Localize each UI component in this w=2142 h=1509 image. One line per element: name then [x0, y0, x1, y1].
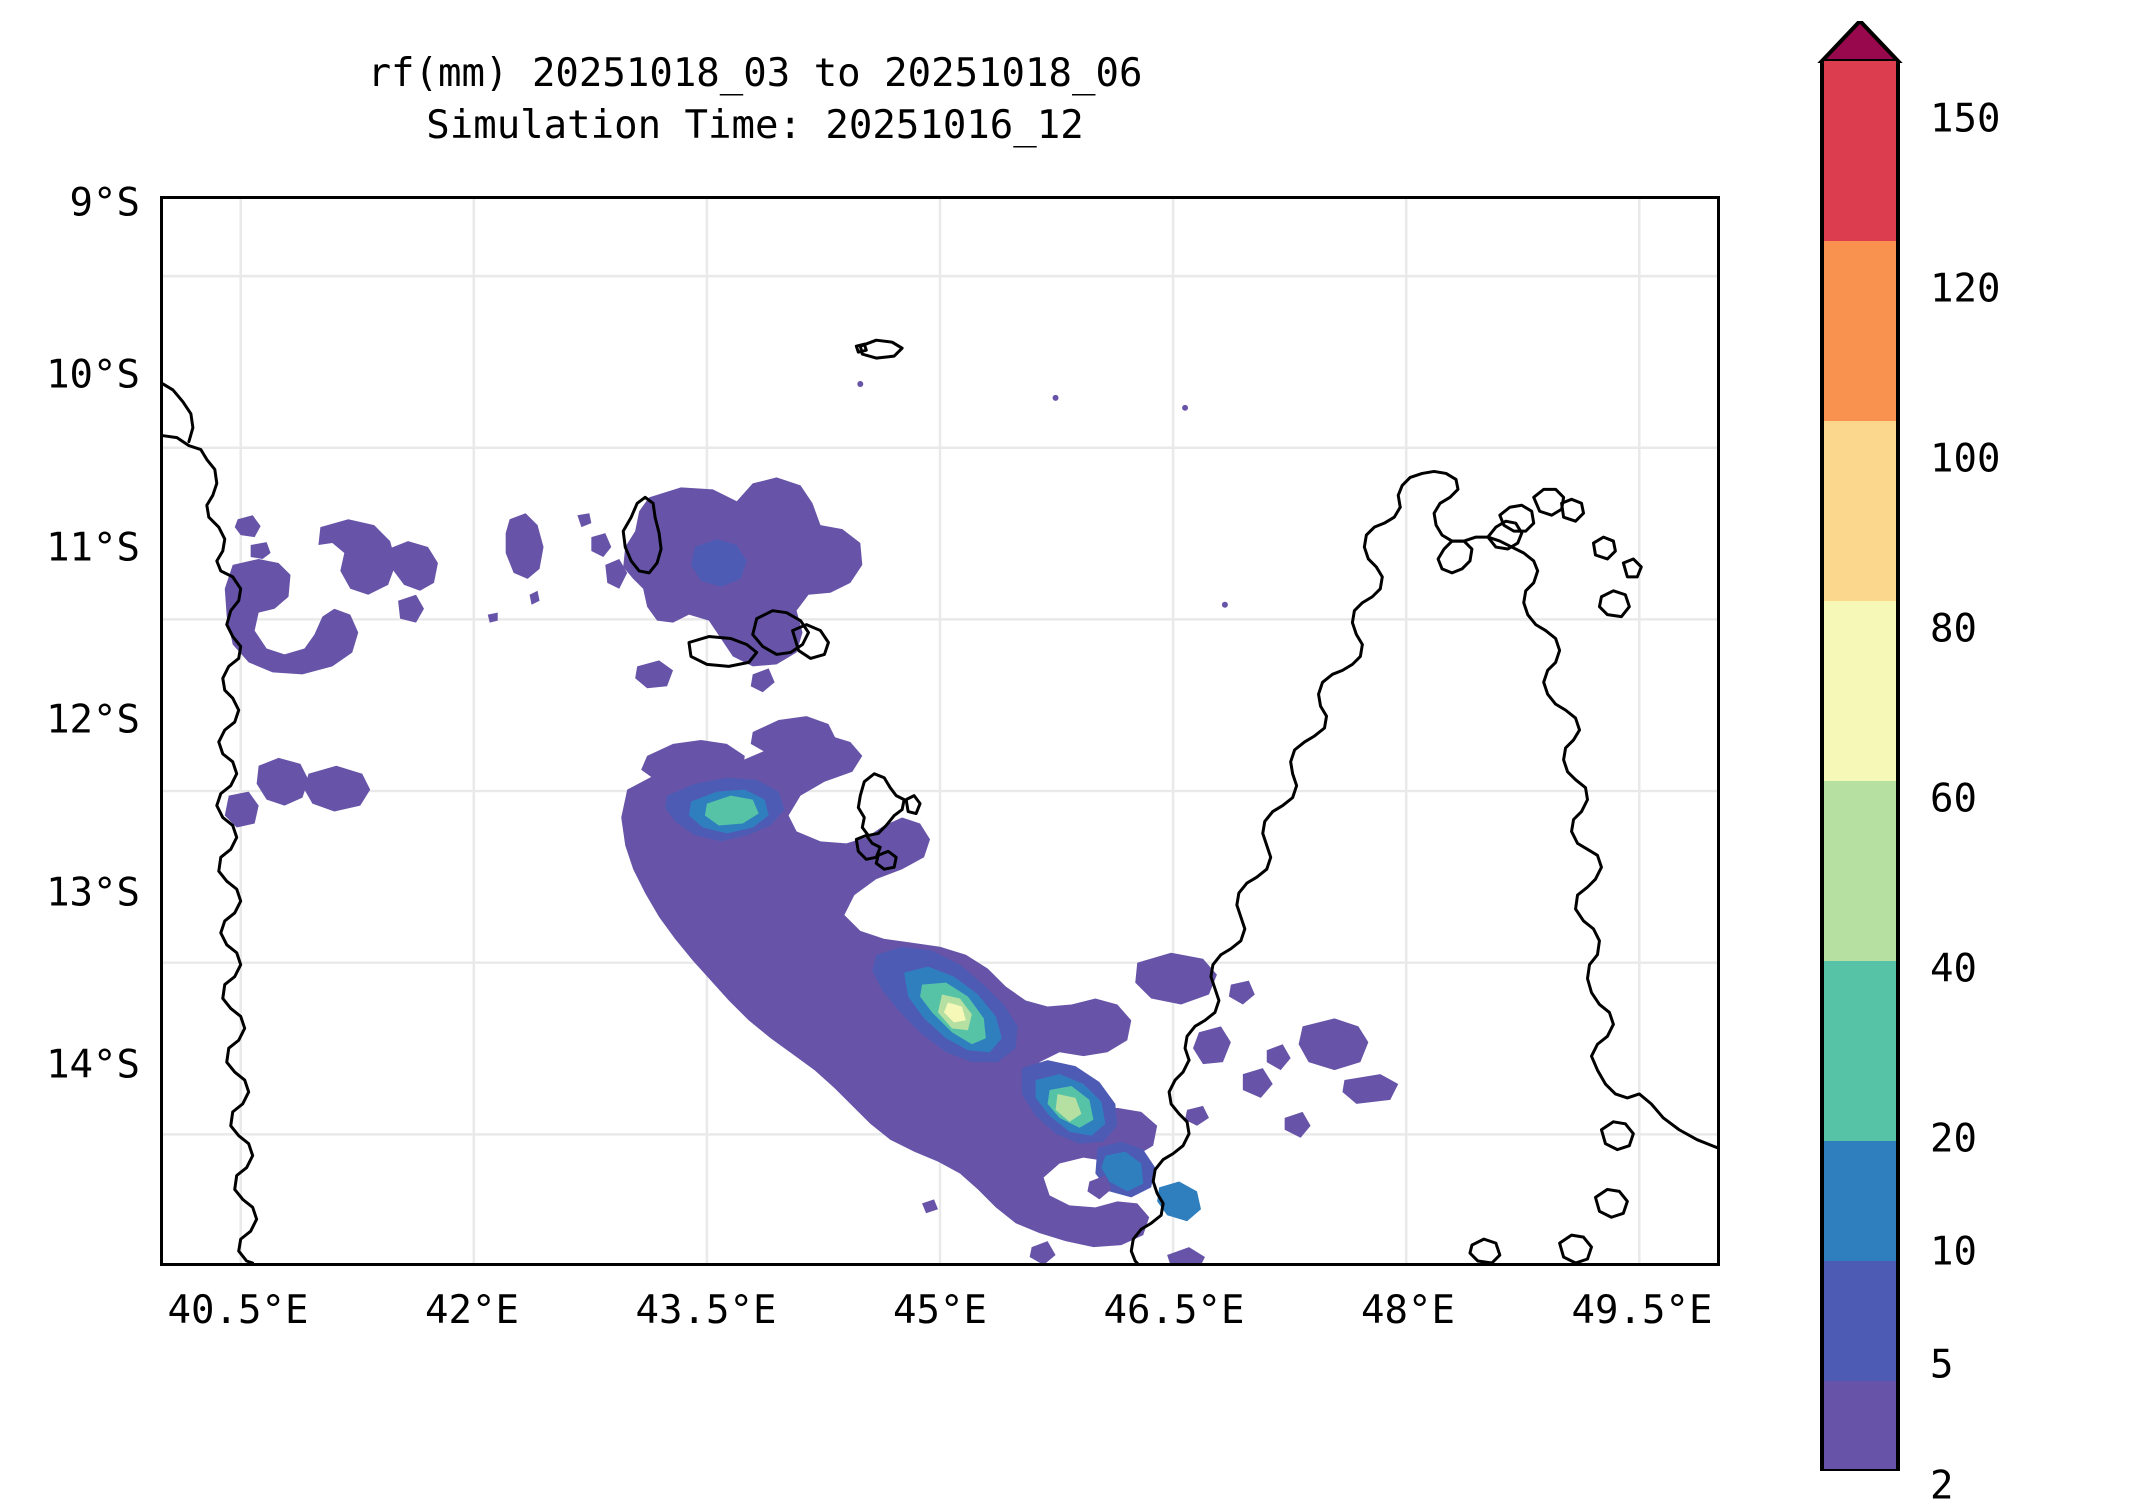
- ytick-text-5: 14°S: [46, 1042, 140, 1088]
- title-line-simulation-time: Simulation Time: 20251016_12: [426, 103, 1084, 148]
- rain-region-southern-mozambique-patch: [224, 757, 371, 828]
- xtick-label-4: 46.5°E: [1103, 1288, 1245, 1333]
- rain-region-scattered-cells-46E: [922, 952, 1399, 1263]
- island-madagascar-offshore: [1468, 1187, 1629, 1263]
- colorbar-band-10-20: [1822, 1141, 1898, 1261]
- island-aldabra-group: [854, 338, 904, 360]
- colorbar-ticklabel-20: 20: [1930, 1116, 1977, 1162]
- colorbar-ticklabel-40: 40: [1930, 946, 1977, 992]
- colorbar-extend-arrow: [1817, 21, 1903, 63]
- title-line-variable-period: rf(mm) 20251018_03 to 20251018_06: [367, 51, 1143, 96]
- ytick-text-3: 12°S: [46, 697, 140, 743]
- colorbar-ticklabel-10: 10: [1930, 1229, 1977, 1275]
- xtick-label-6: 49.5°E: [1571, 1288, 1713, 1333]
- rain-speck-cells: [749, 380, 1228, 608]
- colorbar-band-40-60: [1822, 781, 1898, 961]
- colorbar-outline: [1820, 61, 1900, 1471]
- colorbar-band-2-5: [1822, 1381, 1898, 1471]
- colorbar-band-5-10: [1822, 1261, 1898, 1381]
- island-comoros-mayotte: [854, 772, 922, 871]
- coastline-mozambique: [163, 382, 259, 1263]
- xtick-label-2: 43.5°E: [635, 1288, 777, 1333]
- colorbar-ticklabel-2: 2: [1930, 1463, 1954, 1509]
- rain-region-comoros-cluster: [623, 477, 863, 693]
- ytick-text-2: 11°S: [46, 525, 140, 571]
- map-axes[interactable]: [160, 196, 1720, 1266]
- colorbar-ticklabel-60: 60: [1930, 776, 1977, 822]
- colorbar-ticklabel-120: 120: [1930, 266, 2001, 312]
- colorbar-band-60-80: [1822, 601, 1898, 781]
- ytick-text-4: 13°S: [46, 870, 140, 916]
- rain-contour-60-80mm: [938, 994, 1082, 1122]
- colorbar-ticklabel-80: 80: [1930, 606, 1977, 652]
- colorbar-ticklabel-5: 5: [1930, 1342, 1954, 1388]
- coastline-madagascar: [1129, 469, 1717, 1263]
- xtick-label-1: 42°E: [425, 1288, 519, 1333]
- figure-title: rf(mm) 20251018_03 to 20251018_06 Simula…: [160, 48, 1350, 152]
- colorbar-gradient[interactable]: [1796, 21, 1924, 1471]
- island-comoros-anjouan: [751, 609, 830, 660]
- xtick-label-3: 45°E: [893, 1288, 987, 1333]
- rain-region-northern-mozambique-coastal-band: [224, 515, 438, 675]
- colorbar[interactable]: [1817, 21, 1903, 1471]
- ytick-text-1: 10°S: [46, 352, 140, 398]
- colorbar-ticklabel-100: 100: [1930, 436, 2001, 482]
- xtick-label-5: 48°E: [1361, 1288, 1455, 1333]
- colorbar-band-120-150: [1822, 61, 1898, 241]
- colorbar-band-100-120: [1822, 241, 1898, 421]
- colorbar-band-20-40: [1822, 961, 1898, 1141]
- ytick-text-0: 9°S: [69, 180, 140, 226]
- island-comoros-grande-comore: [621, 495, 663, 575]
- xtick-label-0: 40.5°E: [167, 1288, 309, 1333]
- colorbar-band-80-100: [1822, 421, 1898, 601]
- island-comoros-moheli: [687, 635, 759, 668]
- colorbar-ticklabel-150: 150: [1930, 96, 2001, 142]
- rain-region-inland-patch-42E: [487, 513, 628, 623]
- map-plot-area[interactable]: [163, 199, 1717, 1263]
